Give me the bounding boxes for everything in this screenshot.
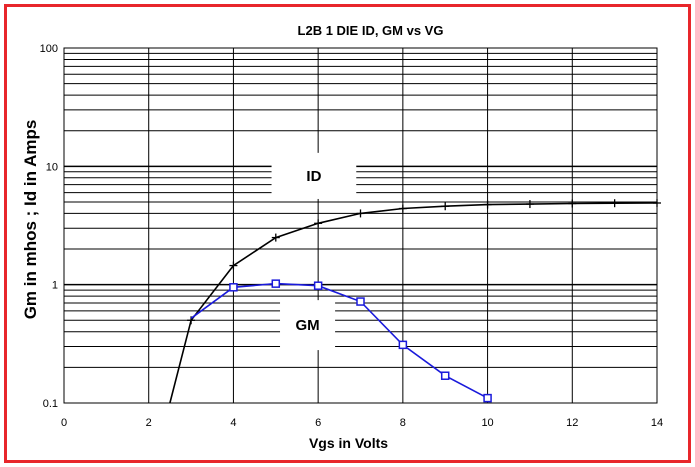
- y-tick-label: 100: [40, 43, 58, 55]
- data-point-id: [314, 219, 323, 228]
- y-tick-label: 1: [52, 280, 58, 292]
- annotation-box: [271, 152, 357, 199]
- annotation-layer: ID GM: [295, 168, 321, 334]
- plot-area-border: [63, 47, 658, 404]
- data-point-id: [229, 261, 238, 270]
- x-tick-label: 12: [566, 417, 578, 429]
- series-line-gm: [190, 282, 488, 399]
- series-layer: [169, 198, 661, 404]
- x-tick-label: 4: [230, 417, 236, 429]
- y-axis-label: Gm in mhos ; Id in Amps: [21, 120, 40, 320]
- data-point-gm: [356, 297, 365, 306]
- chart-svg: ID GM 0 2 4 6 8 10 12 14 0.1 1 10 100 L2B 1 DIE ID, …: [21, 23, 663, 451]
- chart-title: L2B 1 DIE ID, GM vs VG: [298, 23, 444, 38]
- x-tick-label: 2: [146, 417, 152, 429]
- data-point-gm: [313, 281, 323, 290]
- data-point-id: [653, 198, 661, 207]
- grid-layer: [63, 48, 658, 403]
- tick-layer: 0 2 4 6 8 10 12 14 0.1 1 10 100: [40, 43, 663, 429]
- y-tick-label: 0.1: [43, 398, 58, 410]
- data-point-id: [271, 233, 280, 242]
- x-tick-label: 8: [400, 417, 406, 429]
- data-point-gm: [271, 279, 281, 288]
- y-tick-label: 10: [46, 161, 58, 173]
- data-point-id: [568, 199, 577, 208]
- data-point-id: [398, 204, 407, 213]
- annotation-label: GM: [295, 317, 319, 334]
- data-point-id: [525, 200, 534, 209]
- data-point-gm: [229, 283, 238, 292]
- chart-frame: ID GM 0 2 4 6 8 10 12 14 0.1 1 10 100 L2B 1 DIE ID, …: [4, 4, 691, 463]
- data-point-id: [610, 199, 619, 208]
- x-tick-label: 6: [315, 417, 321, 429]
- data-point-gm: [440, 371, 450, 380]
- annotation-box: [280, 300, 336, 351]
- data-point-gm: [398, 340, 408, 350]
- x-axis-label: Vgs in Volts: [309, 435, 388, 451]
- data-point-gm: [483, 393, 492, 403]
- x-tick-label: 14: [651, 417, 663, 429]
- data-point-id: [483, 200, 492, 209]
- x-tick-label: 10: [481, 417, 493, 429]
- x-tick-label: 0: [61, 417, 67, 429]
- data-point-id: [356, 209, 365, 218]
- annotation-label: ID: [306, 168, 321, 185]
- data-point-id: [441, 202, 450, 211]
